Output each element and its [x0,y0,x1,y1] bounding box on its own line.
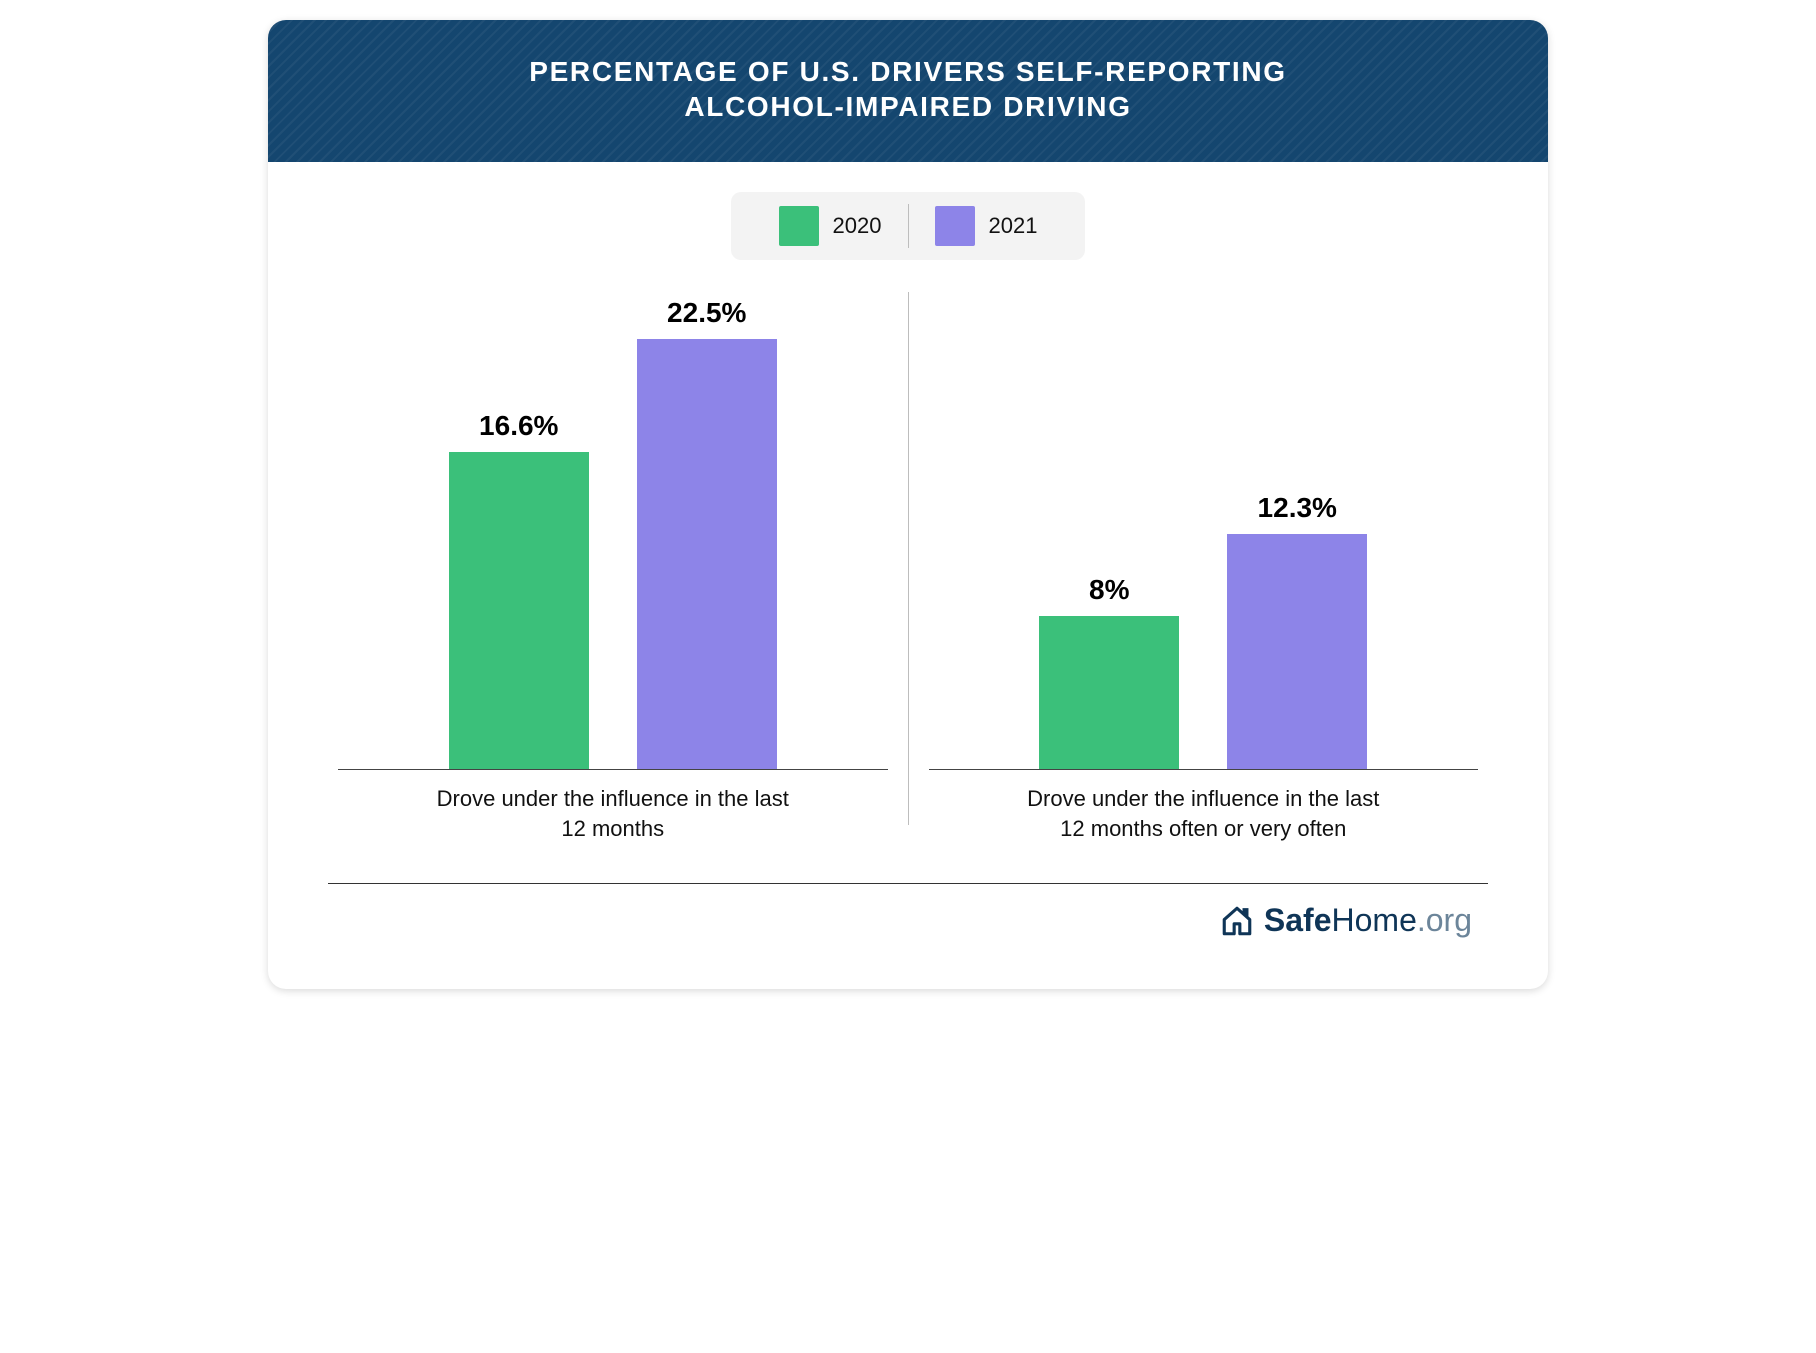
bar-2021-left: 22.5% [637,297,777,769]
bars-area-left: 16.6% 22.5% [338,290,888,770]
legend-item-2020: 2020 [753,202,908,250]
footer-divider [328,883,1488,884]
bar-value-label: 12.3% [1258,492,1337,524]
bar-value-label: 22.5% [667,297,746,329]
legend-item-2021: 2021 [909,202,1064,250]
bar-rect [1227,534,1367,769]
legend-swatch-2020 [779,206,819,246]
title-line-1: PERCENTAGE OF U.S. DRIVERS SELF-REPORTIN… [308,54,1508,89]
brand-text: SafeHome.org [1264,902,1472,939]
infographic-card: PERCENTAGE OF U.S. DRIVERS SELF-REPORTIN… [268,20,1548,989]
x-label-right: Drove under the influence in the last 12… [993,770,1413,843]
chart-title-banner: PERCENTAGE OF U.S. DRIVERS SELF-REPORTIN… [268,20,1548,162]
legend-label-2021: 2021 [989,213,1038,239]
bar-2020-right: 8% [1039,574,1179,769]
title-line-2: ALCOHOL-IMPAIRED DRIVING [308,89,1508,124]
legend-swatch-2021 [935,206,975,246]
bar-rect [637,339,777,769]
bars-area-right: 8% 12.3% [929,290,1479,770]
legend: 2020 2021 [731,192,1086,260]
bar-value-label: 16.6% [479,410,558,442]
footer: SafeHome.org [318,902,1498,965]
brand-suffix: .org [1417,902,1472,938]
x-label-left: Drove under the influence in the last 12… [403,770,823,843]
brand-bold: Safe [1264,902,1332,938]
house-icon [1220,904,1254,938]
bar-2021-right: 12.3% [1227,492,1367,769]
chart-panels: 16.6% 22.5% Drove under the influence in… [318,280,1498,843]
bar-rect [1039,616,1179,769]
chart-content: 2020 2021 16.6% 22.5% [268,162,1548,989]
brand-logo: SafeHome.org [1220,902,1472,939]
bar-value-label: 8% [1089,574,1129,606]
panel-right: 8% 12.3% Drove under the influence in th… [909,280,1499,843]
brand-regular: Home [1332,902,1417,938]
legend-label-2020: 2020 [833,213,882,239]
panel-left: 16.6% 22.5% Drove under the influence in… [318,280,908,843]
bar-rect [449,452,589,769]
bar-2020-left: 16.6% [449,410,589,769]
